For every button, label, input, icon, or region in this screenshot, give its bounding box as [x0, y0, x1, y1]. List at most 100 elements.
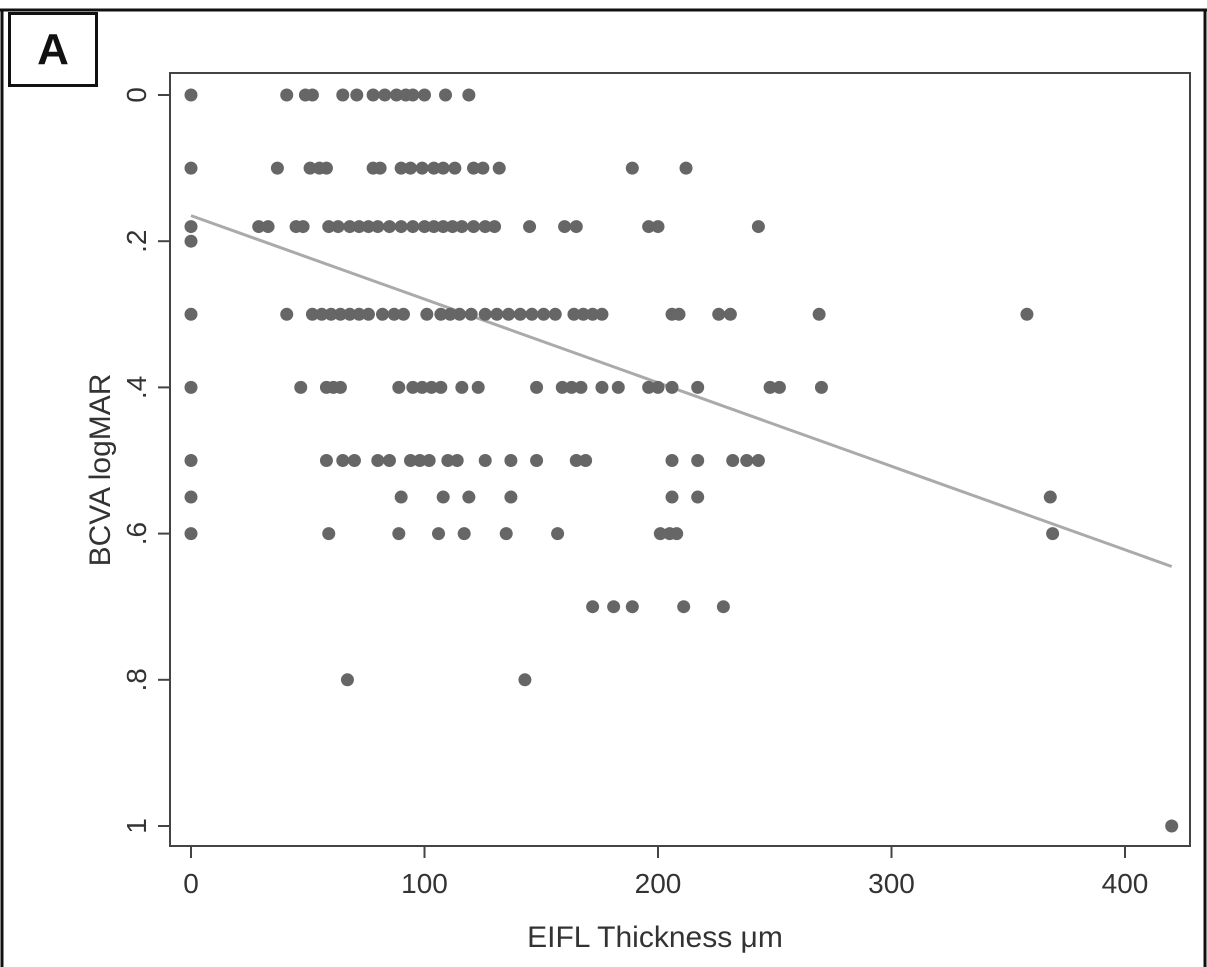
x-tick-label: 400 — [1102, 868, 1149, 899]
data-point — [555, 380, 569, 394]
data-point — [586, 307, 600, 321]
data-point — [455, 220, 469, 234]
data-point — [382, 454, 396, 467]
data-point — [305, 307, 319, 321]
data-point — [336, 454, 350, 467]
data-point — [625, 161, 639, 175]
data-point — [436, 220, 450, 234]
data-point — [184, 307, 198, 321]
data-point — [425, 380, 439, 394]
x-tick-label: 0 — [183, 868, 199, 899]
data-point — [394, 490, 408, 504]
data-point — [453, 307, 467, 321]
data-point — [548, 307, 562, 321]
data-point — [420, 307, 434, 321]
data-point — [406, 88, 420, 102]
data-point — [439, 88, 453, 102]
data-point — [331, 220, 345, 234]
data-point — [569, 454, 583, 467]
x-axis-label: EIFL Thickness μm — [527, 921, 783, 954]
data-point — [723, 307, 737, 321]
data-point — [457, 527, 471, 541]
data-point — [537, 307, 551, 321]
data-point — [361, 220, 375, 234]
data-point — [558, 220, 572, 234]
data-point — [530, 454, 544, 467]
data-point — [455, 380, 469, 394]
data-point — [490, 307, 504, 321]
x-tick-label: 100 — [401, 868, 448, 899]
data-point — [366, 88, 380, 102]
data-point — [574, 380, 588, 394]
data-point — [403, 161, 417, 175]
data-point — [677, 600, 691, 614]
data-point — [488, 220, 502, 234]
data-point — [350, 88, 364, 102]
data-point — [322, 220, 336, 234]
data-point — [184, 220, 198, 234]
data-point — [567, 307, 581, 321]
y-axis: 0 .2 .4 .6 .8 1 — [121, 87, 170, 834]
data-point — [333, 307, 347, 321]
data-point — [504, 490, 518, 504]
data-point — [396, 307, 410, 321]
data-point — [607, 600, 621, 614]
panel-label: A — [8, 12, 98, 87]
data-point — [478, 220, 492, 234]
data-point — [406, 220, 420, 234]
data-point — [478, 454, 492, 467]
data-point — [347, 454, 361, 467]
data-point — [579, 454, 593, 467]
data-point — [378, 88, 392, 102]
y-axis-label: BCVA logMAR — [84, 374, 117, 567]
data-point — [340, 673, 354, 687]
data-point — [499, 527, 513, 541]
data-point — [389, 88, 403, 102]
data-point — [305, 88, 319, 102]
data-point — [387, 307, 401, 321]
y-tick-label: .8 — [121, 668, 152, 691]
data-point — [716, 600, 730, 614]
y-tick-label: .6 — [121, 522, 152, 545]
y-tick-label: .4 — [121, 376, 152, 399]
data-point — [184, 161, 198, 175]
data-point — [280, 307, 294, 321]
data-point — [679, 161, 693, 175]
data-point — [352, 220, 366, 234]
data-point — [462, 490, 476, 504]
data-point — [371, 454, 385, 467]
data-point — [1046, 527, 1060, 541]
data-point — [651, 220, 665, 234]
data-point — [772, 380, 786, 394]
data-point — [336, 88, 350, 102]
data-point — [413, 454, 427, 467]
data-point — [595, 380, 609, 394]
data-point — [415, 161, 429, 175]
data-point — [740, 454, 754, 467]
data-point — [303, 161, 317, 175]
data-point — [294, 380, 308, 394]
data-point — [551, 527, 565, 541]
x-tick-label: 200 — [635, 868, 682, 899]
data-point — [1165, 819, 1179, 833]
data-point — [322, 527, 336, 541]
data-point — [436, 490, 450, 504]
data-point — [406, 380, 420, 394]
data-point — [448, 161, 462, 175]
y-tick-label: 0 — [121, 87, 152, 103]
data-point — [492, 161, 506, 175]
data-point — [382, 220, 396, 234]
data-point — [712, 307, 726, 321]
data-point — [427, 220, 441, 234]
data-point — [462, 88, 476, 102]
data-point — [252, 220, 266, 234]
data-point — [670, 527, 684, 541]
data-point — [611, 380, 625, 394]
data-point — [691, 490, 705, 504]
data-point — [434, 307, 448, 321]
data-point — [375, 307, 389, 321]
data-point — [394, 161, 408, 175]
data-point — [261, 220, 275, 234]
data-point — [530, 380, 544, 394]
data-point — [812, 307, 826, 321]
